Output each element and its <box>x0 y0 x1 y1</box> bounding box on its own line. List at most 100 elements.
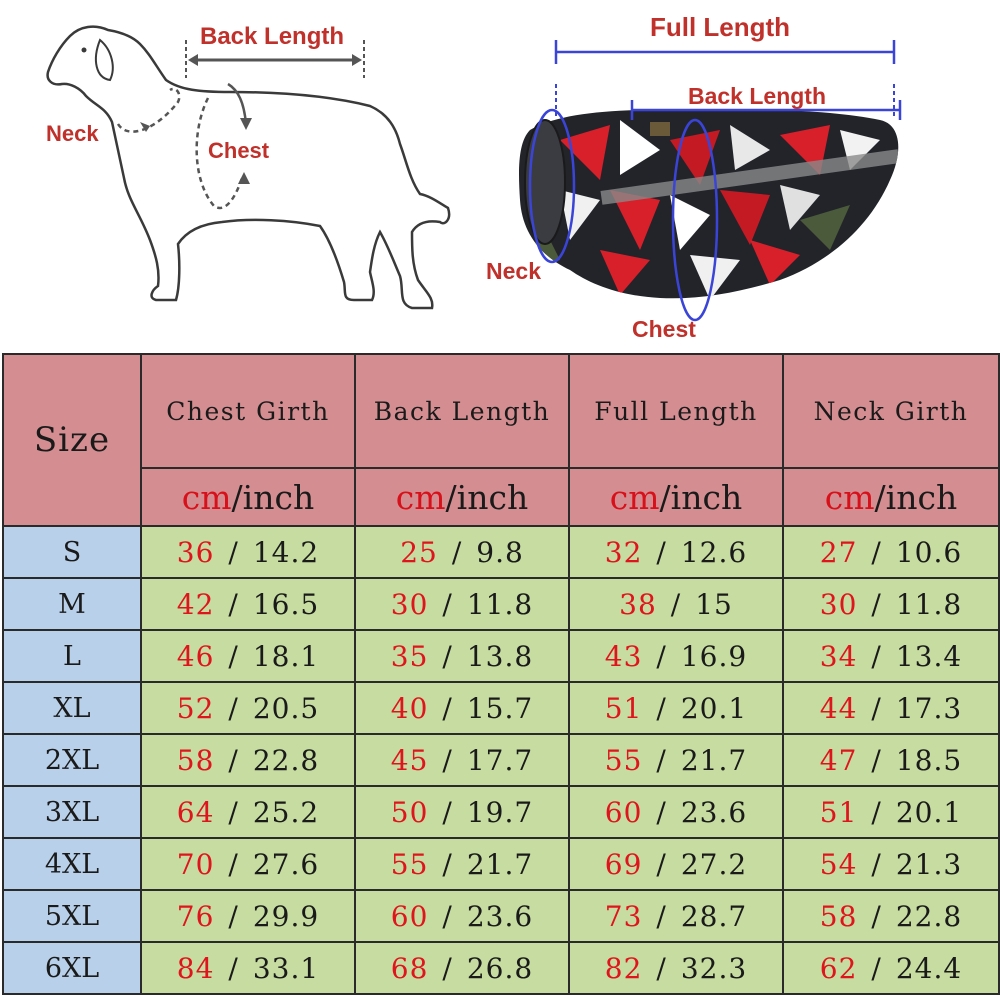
neck-girth-cell: 30 / 11.8 <box>782 577 1000 631</box>
value-separator: / <box>871 535 882 569</box>
value-separator: / <box>871 639 882 673</box>
back-length-cell: 55 / 21.7 <box>354 837 570 891</box>
value-inch: 27.2 <box>680 847 748 881</box>
chest-girth-cell: 58 / 22.8 <box>140 733 356 787</box>
jacket-collar <box>524 119 566 245</box>
neck-girth-cell: 51 / 20.1 <box>782 785 1000 839</box>
value-inch: 20.5 <box>252 691 320 725</box>
value-inch: 16.9 <box>680 639 748 673</box>
value-separator: / <box>656 743 667 777</box>
value-inch: 11.8 <box>895 587 963 621</box>
jacket-badge <box>650 122 670 136</box>
dog-eye <box>81 47 87 53</box>
back-length-cell: 40 / 15.7 <box>354 681 570 735</box>
table-row: 2XL 58 / 22.8 45 / 17.7 55 / 21.7 47 / 18.5 <box>2 733 1000 787</box>
table-row: L 46 / 18.1 35 / 13.8 43 / 16.9 34 / 13.4 <box>2 629 1000 683</box>
value-separator: / <box>871 795 882 829</box>
dog-ear-outline <box>94 38 114 82</box>
back-length-cell: 30 / 11.8 <box>354 577 570 631</box>
value-separator: / <box>871 899 882 933</box>
chest-girth-cell: 36 / 14.2 <box>140 525 356 579</box>
value-separator: / <box>656 535 667 569</box>
chest-girth-cell: 70 / 27.6 <box>140 837 356 891</box>
value-inch: 15 <box>695 587 733 621</box>
value-inch: 32.3 <box>680 951 748 985</box>
size-label: 2XL <box>2 733 142 787</box>
value-separator: / <box>442 587 453 621</box>
value-cm: 47 <box>819 743 858 777</box>
value-cm: 36 <box>176 535 215 569</box>
neck-measure-ring <box>528 108 576 264</box>
value-inch: 23.6 <box>680 795 748 829</box>
value-cm: 42 <box>176 587 215 621</box>
value-cm: 60 <box>604 795 643 829</box>
value-inch: 13.4 <box>895 639 963 673</box>
table-row: 6XL 84 / 33.1 68 / 26.8 82 / 32.3 62 / 24.4 <box>2 941 1000 995</box>
unit-header-back-length: cm/inch <box>354 467 570 527</box>
value-separator: / <box>871 951 882 985</box>
table-row: M 42 / 16.5 30 / 11.8 38 / 15 30 / 11.8 <box>2 577 1000 631</box>
size-label: XL <box>2 681 142 735</box>
right-chest-label: Chest <box>632 316 696 342</box>
value-inch: 22.8 <box>252 743 320 777</box>
value-separator: / <box>656 899 667 933</box>
neck-girth-cell: 34 / 13.4 <box>782 629 1000 683</box>
full-length-cell: 73 / 28.7 <box>568 889 784 943</box>
back-length-arrowhead-left <box>188 54 198 66</box>
value-separator: / <box>656 691 667 725</box>
unit-header-chest-girth: cm/inch <box>140 467 356 527</box>
left-neck-label: Neck <box>46 121 99 146</box>
full-length-cell: 60 / 23.6 <box>568 785 784 839</box>
value-inch: 10.6 <box>895 535 963 569</box>
value-cm: 45 <box>390 743 429 777</box>
value-cm: 64 <box>176 795 215 829</box>
back-length-arrowhead-right <box>352 54 362 66</box>
left-chest-label: Chest <box>208 138 270 163</box>
table-row: 4XL 70 / 27.6 55 / 21.7 69 / 27.2 54 / 21.3 <box>2 837 1000 891</box>
table-row: S 36 / 14.2 25 / 9.8 32 / 12.6 27 / 10.6 <box>2 525 1000 579</box>
value-separator: / <box>442 847 453 881</box>
column-header-neck-girth: Neck Girth <box>782 353 1000 469</box>
neck-arrowhead <box>140 122 150 132</box>
size-label: 3XL <box>2 785 142 839</box>
full-length-cell: 51 / 20.1 <box>568 681 784 735</box>
full-length-cell: 69 / 27.2 <box>568 837 784 891</box>
value-cm: 62 <box>819 951 858 985</box>
value-cm: 68 <box>390 951 429 985</box>
value-cm: 27 <box>819 535 858 569</box>
dog-outline-illustration <box>46 25 451 310</box>
unit-cm: cm <box>609 477 660 517</box>
left-back-length-label: Back Length <box>200 23 344 50</box>
neck-girth-cell: 27 / 10.6 <box>782 525 1000 579</box>
value-cm: 70 <box>176 847 215 881</box>
unit-header-neck-girth: cm/inch <box>782 467 1000 527</box>
size-label: S <box>2 525 142 579</box>
neck-girth-cell: 58 / 22.8 <box>782 889 1000 943</box>
chest-girth-cell: 52 / 20.5 <box>140 681 356 735</box>
value-separator: / <box>228 639 239 673</box>
value-inch: 29.9 <box>252 899 320 933</box>
value-separator: / <box>442 639 453 673</box>
full-length-cell: 38 / 15 <box>568 577 784 631</box>
value-cm: 50 <box>390 795 429 829</box>
value-inch: 27.6 <box>252 847 320 881</box>
value-separator: / <box>228 795 239 829</box>
value-cm: 60 <box>390 899 429 933</box>
value-inch: 17.3 <box>895 691 963 725</box>
back-length-cell: 68 / 26.8 <box>354 941 570 995</box>
size-label: M <box>2 577 142 631</box>
value-cm: 82 <box>604 951 643 985</box>
value-cm: 55 <box>604 743 643 777</box>
value-inch: 11.8 <box>466 587 534 621</box>
chest-arrowhead-bottom <box>238 172 250 184</box>
value-cm: 52 <box>176 691 215 725</box>
value-separator: / <box>228 847 239 881</box>
back-length-cell: 25 / 9.8 <box>354 525 570 579</box>
value-separator: / <box>871 691 882 725</box>
value-cm: 43 <box>604 639 643 673</box>
chest-girth-cell: 84 / 33.1 <box>140 941 356 995</box>
value-cm: 30 <box>390 587 429 621</box>
value-separator: / <box>442 691 453 725</box>
value-cm: 30 <box>819 587 858 621</box>
value-separator: / <box>656 847 667 881</box>
